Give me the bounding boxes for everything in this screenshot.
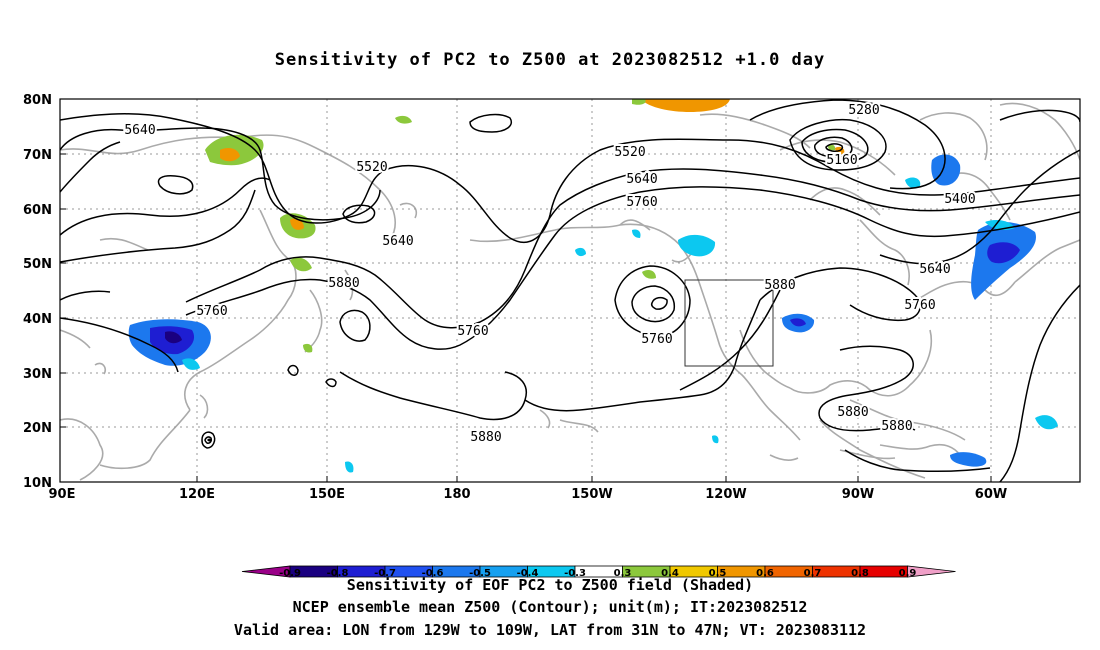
- colorbar-label: 0.7: [804, 568, 822, 579]
- lat-tick-label: 60N: [23, 203, 52, 218]
- contour-label: 5640: [919, 262, 950, 277]
- colorbar-label: 0.8: [851, 568, 869, 579]
- shade-patch-arctic-edge: [632, 99, 646, 105]
- lat-tick-label: 30N: [23, 367, 52, 382]
- shade-patch-atlantic-core: [987, 242, 1020, 264]
- shade-patch-east-china-deep: [165, 331, 182, 344]
- lat-tick-labels: 80N 70N 60N 50N 40N 30N 20N 10N: [23, 93, 52, 491]
- contour-label: 5160: [826, 153, 857, 168]
- lon-tick-label: 120E: [179, 487, 215, 502]
- shade-patch-hawaii-green: [303, 343, 313, 353]
- lon-tick-label: 150E: [309, 487, 345, 502]
- caption-valid-area: Valid area: LON from 129W to 109W, LAT f…: [233, 621, 867, 639]
- colorbar-label: 0.3: [614, 568, 632, 579]
- lon-tick-label: 90W: [842, 487, 874, 502]
- lon-tick-label: 150W: [571, 487, 612, 502]
- lon-tick-label: 90E: [49, 487, 76, 502]
- shade-patch-east-china-light: [182, 358, 200, 370]
- colorbar-cell: [907, 565, 956, 578]
- contour-label: 5880: [881, 419, 912, 434]
- shade-patch-labrador-light: [905, 177, 921, 188]
- colorbar-label: -0.5: [469, 568, 491, 579]
- colorbar-label: -0.4: [517, 568, 539, 579]
- contour-label: 5640: [124, 123, 155, 138]
- shade-patch-hudson-green: [828, 144, 836, 151]
- contour-label: 5880: [328, 276, 359, 291]
- shade-patch-mexico: [712, 435, 719, 444]
- contour-label: 5760: [196, 304, 227, 319]
- colorbar-label: 0.4: [661, 568, 679, 579]
- colorbar-label: -0.3: [564, 568, 586, 579]
- shade-patch-caribbean: [950, 452, 987, 467]
- contour-label: 5880: [764, 278, 795, 293]
- contour-label: 5760: [904, 298, 935, 313]
- shade-patch-pacific-green: [642, 270, 656, 279]
- lat-tick-label: 80N: [23, 93, 52, 108]
- shade-patch-gulf-alaska: [678, 234, 716, 257]
- plot-frame: [59, 98, 1081, 483]
- colorbar-label: 0.9: [899, 568, 917, 579]
- colorbar-label: -0.7: [374, 568, 396, 579]
- contour-label: 5760: [626, 195, 657, 210]
- shade-patch-alaska-small: [632, 229, 641, 238]
- lon-tick-label: 120W: [705, 487, 746, 502]
- chart-title: Sensitivity of PC2 to Z500 at 2023082512…: [274, 50, 826, 70]
- lat-tick-label: 70N: [23, 148, 52, 163]
- colorbar-label: -0.9: [279, 568, 301, 579]
- shade-patch-central-pacific: [575, 247, 586, 257]
- colorbar-label: -0.8: [327, 568, 349, 579]
- colorbar-label: 0.5: [709, 568, 727, 579]
- lat-tick-label: 50N: [23, 257, 52, 272]
- lon-tick-labels: 90E 120E 150E 180 150W 120W 90W 60W: [49, 487, 1008, 502]
- contour-label: 5760: [641, 332, 672, 347]
- colorbar-label: -0.6: [422, 568, 444, 579]
- caption-contour: NCEP ensemble mean Z500 (Contour); unit(…: [292, 598, 808, 616]
- contour-label: 5520: [614, 145, 645, 160]
- shade-patch-small-green: [395, 115, 412, 124]
- contour-labels: 5640 5520 5640 5760 5880 5760 5880 5520 …: [122, 101, 977, 447]
- contour-label: 5280: [848, 103, 879, 118]
- shade-patch-arctic: [640, 99, 730, 112]
- z500-contours: [60, 99, 1080, 482]
- lat-tick-label: 40N: [23, 312, 52, 327]
- lat-tick-label: 10N: [23, 476, 52, 491]
- contour-label: 5640: [382, 234, 413, 249]
- contour-label: 5640: [626, 172, 657, 187]
- lon-tick-label: 60W: [975, 487, 1007, 502]
- caption-shading: Sensitivity of EOF PC2 to Z500 field (Sh…: [346, 576, 754, 594]
- contour-label: 5400: [944, 192, 975, 207]
- shade-patch-great-plains-core: [790, 318, 806, 327]
- colorbar-label: 0.6: [756, 568, 774, 579]
- contour-label: 5880: [837, 405, 868, 420]
- lon-tick-label: 180: [443, 487, 470, 502]
- tick-marks: [60, 153, 992, 482]
- valid-area-box: [684, 279, 774, 367]
- shade-patch-pacific-island: [345, 461, 354, 473]
- lat-tick-label: 20N: [23, 421, 52, 436]
- shade-patch-atlantic-east: [1035, 415, 1058, 430]
- shade-patch-kurils: [290, 257, 312, 272]
- sensitivity-shading: [128, 99, 1058, 473]
- contour-label: 5520: [356, 160, 387, 175]
- shade-patch-japan-sea-core: [220, 148, 240, 162]
- contour-label: 5760: [457, 324, 488, 339]
- colorbar: -0.9 -0.8 -0.7 -0.6 -0.5 -0.4 -0.3 0.3 0.4 0.5 0.6…: [241, 565, 956, 579]
- contour-label: 5880: [470, 430, 501, 445]
